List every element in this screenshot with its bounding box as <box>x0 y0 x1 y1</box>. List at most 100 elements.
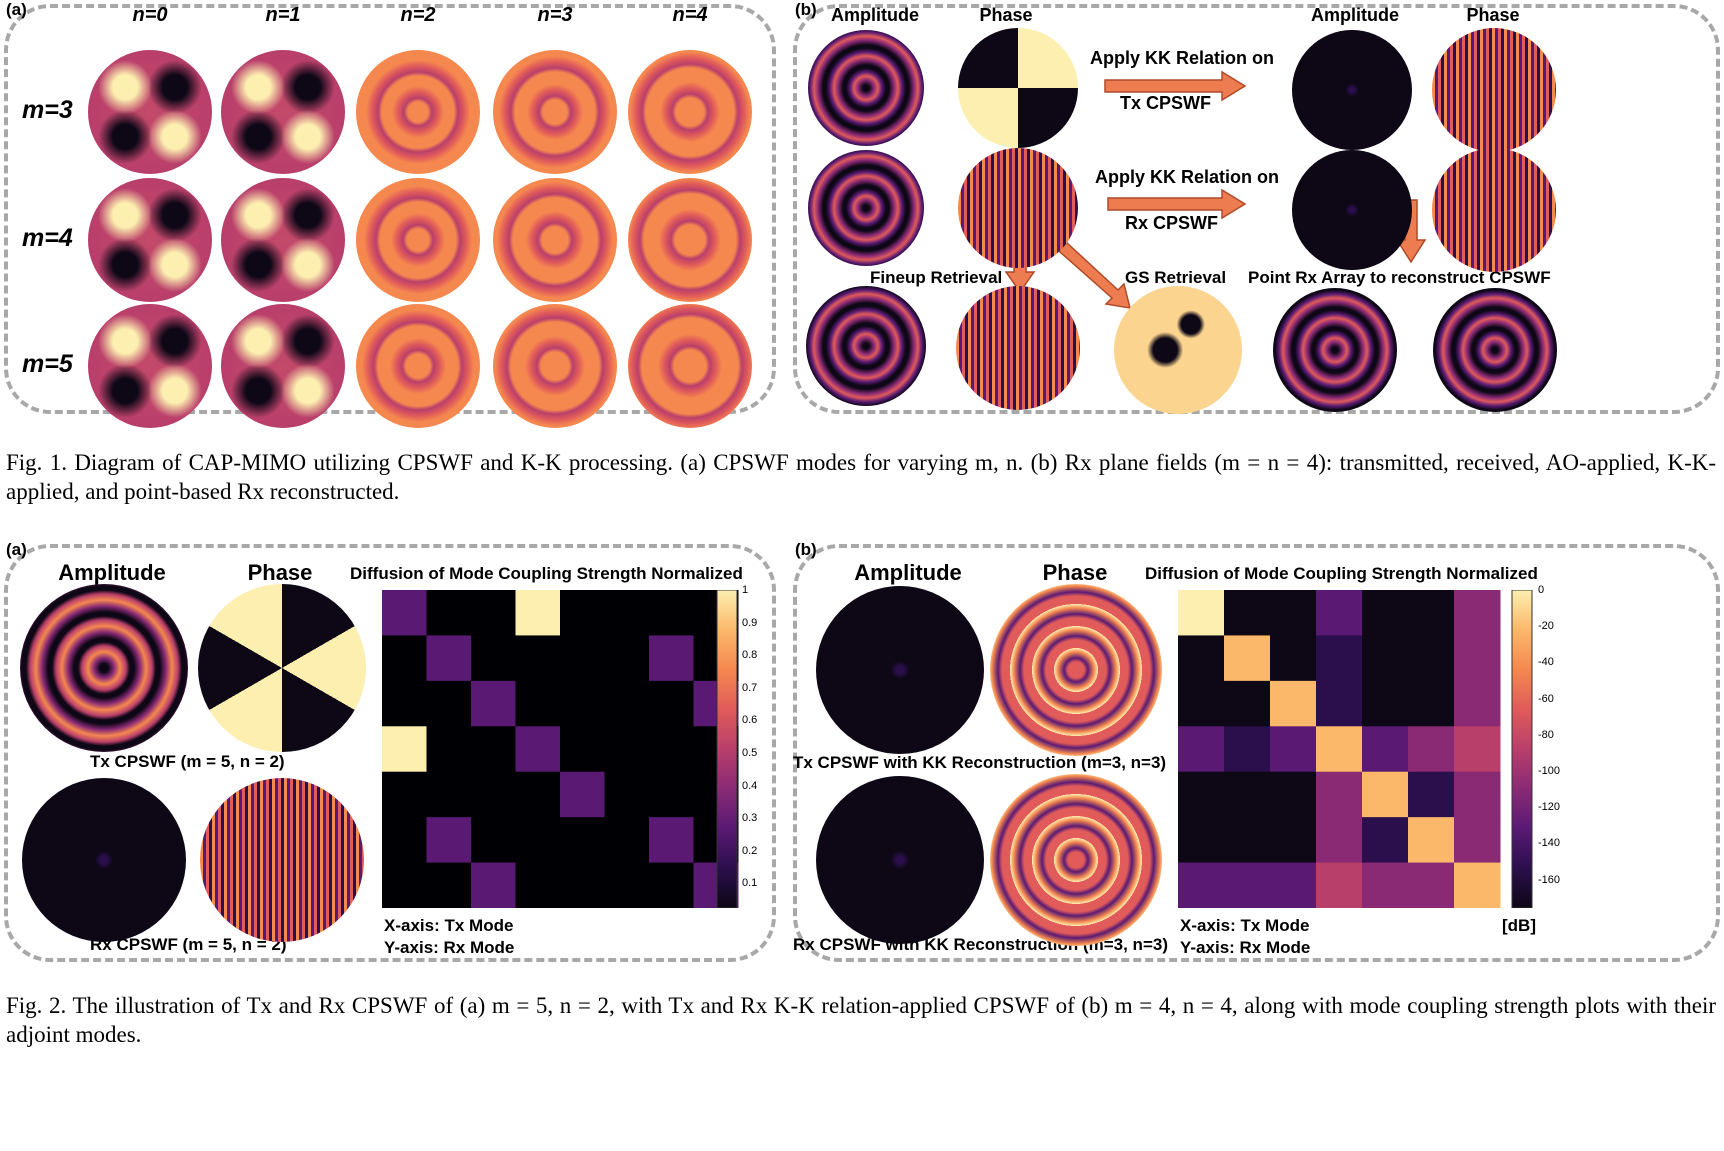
colorbar-tick-label: 0.3 <box>742 812 758 825</box>
heatmap-cell <box>1362 771 1409 818</box>
heatmap-cell <box>1178 635 1225 682</box>
heatmap-cell <box>471 635 516 682</box>
mode-image <box>356 304 480 428</box>
fig1a-col-header: n=0 <box>132 4 168 26</box>
heatmap-cell <box>1362 590 1409 636</box>
heatmap-cell <box>1362 862 1409 908</box>
heatmap-cell <box>515 635 561 682</box>
fig2b-xaxis-label: X-axis: Tx Mode <box>1180 916 1310 935</box>
heatmap-cell <box>1270 862 1317 908</box>
fig1b-header-phase2: Phase <box>1466 5 1520 25</box>
heatmap-cell <box>426 590 472 636</box>
fig2b-amp-header: Amplitude <box>854 560 962 585</box>
heatmap-cell <box>1362 680 1409 727</box>
fig1-panel-a-label: (a) <box>6 0 27 19</box>
heatmap-cell <box>426 771 472 818</box>
heatmap-cell <box>1316 817 1363 864</box>
heatmap-cell <box>1178 771 1225 818</box>
colorbar-tick-label: 0.1 <box>742 877 758 890</box>
colorbar-tick-label: -120 <box>1538 801 1561 814</box>
mode-image <box>493 304 617 428</box>
heatmap-cell <box>1178 817 1225 864</box>
colorbar-tick-label: -40 <box>1538 656 1554 669</box>
heatmap-cell <box>471 726 516 773</box>
phase-image <box>990 774 1162 946</box>
fig2-panel-a-label: (a) <box>6 540 27 559</box>
heatmap-cell <box>560 680 605 727</box>
colorbar-tick-label: 0.7 <box>742 681 758 694</box>
heatmap-cell <box>426 635 472 682</box>
heatmap-cell <box>1362 635 1409 682</box>
heatmap-cell <box>1454 862 1501 908</box>
amplitude-image <box>816 776 984 944</box>
heatmap-cell <box>604 817 650 864</box>
fig1b-gs-label: GS Retrieval <box>1125 268 1227 287</box>
phase-image <box>956 286 1080 410</box>
mode-image <box>88 304 212 428</box>
heatmap-cell <box>1270 680 1317 727</box>
colorbar-tick-label: -60 <box>1538 692 1554 705</box>
heatmap-cell <box>1224 590 1271 636</box>
fig1b-arrow2-line1: Apply KK Relation on <box>1095 167 1279 187</box>
heatmap-cell <box>426 726 472 773</box>
fig2a-rx-label: Rx CPSWF (m = 5, n = 2) <box>90 935 287 954</box>
fig2a-tx-label: Tx CPSWF (m = 5, n = 2) <box>90 752 285 771</box>
heatmap-cell <box>426 862 472 908</box>
mode-image <box>221 50 345 174</box>
amplitude-image <box>816 586 984 754</box>
heatmap-cell <box>382 726 427 773</box>
heatmap-cell <box>1316 590 1363 636</box>
fig2b-unit-label: [dB] <box>1502 916 1536 935</box>
heatmap-cell <box>560 635 605 682</box>
fig1b-arrow2-line2: Rx CPSWF <box>1125 213 1219 233</box>
heatmap-cell <box>382 680 427 727</box>
heatmap-cell <box>515 862 561 908</box>
heatmap-cell <box>471 590 516 636</box>
fig2a-phase-header: Phase <box>247 560 313 585</box>
fig2a-amp-header: Amplitude <box>58 560 166 585</box>
fig2b-yaxis-label: Y-axis: Rx Mode <box>1180 938 1311 957</box>
fig1b-header-amp1: Amplitude <box>831 5 919 25</box>
heatmap-cell <box>1408 726 1455 773</box>
colorbar-tick-label: -80 <box>1538 728 1554 741</box>
fig2-caption: Fig. 2. The illustration of Tx and Rx CP… <box>6 993 1716 1047</box>
mode-image <box>628 178 752 302</box>
mode-image <box>356 50 480 174</box>
amplitude-image <box>22 778 186 942</box>
amplitude-image <box>20 584 188 752</box>
heatmap-cell <box>515 680 561 727</box>
heatmap-cell <box>1362 726 1409 773</box>
heatmap-cell <box>1316 726 1363 773</box>
heatmap-cell <box>1224 726 1271 773</box>
heatmap-cell <box>604 590 650 636</box>
fig2b-heatmap-title: Diffusion of Mode Coupling Strength Norm… <box>1145 564 1538 583</box>
colorbar-tick-label: -100 <box>1538 765 1561 777</box>
heatmap-cell <box>471 771 516 818</box>
colorbar-tick-label: 0 <box>1538 584 1545 596</box>
mode-image <box>88 178 212 302</box>
fig2b-phase-header: Phase <box>1042 560 1108 585</box>
fig1-panel-b-label: (b) <box>795 0 817 19</box>
colorbar-tick-label: 0.8 <box>742 649 758 662</box>
heatmap-cell <box>1408 635 1455 682</box>
heatmap-cell <box>604 635 650 682</box>
heatmap-cell <box>604 862 650 908</box>
fig1a-col-header: n=1 <box>265 4 301 26</box>
heatmap-cell <box>1270 771 1317 818</box>
phase-image <box>200 778 364 942</box>
heatmap-cell <box>1178 590 1225 636</box>
mode-image <box>88 50 212 174</box>
mode-image <box>493 178 617 302</box>
fig1b-header-phase1: Phase <box>979 5 1033 25</box>
phase-image <box>1432 28 1556 152</box>
heatmap-cell <box>560 590 605 636</box>
heatmap-cell <box>1224 635 1271 682</box>
heatmap-cell <box>560 817 605 864</box>
fig1-caption: Fig. 1. Diagram of CAP-MIMO utilizing CP… <box>6 450 1716 504</box>
amplitude-image <box>806 286 926 406</box>
heatmap-cell <box>1270 726 1317 773</box>
heatmap-cell <box>649 590 694 636</box>
fig2b-tx-label: Tx CPSWF with KK Reconstruction (m=3, n=… <box>793 753 1167 772</box>
amplitude-image <box>1273 288 1397 412</box>
heatmap-cell <box>382 590 427 636</box>
